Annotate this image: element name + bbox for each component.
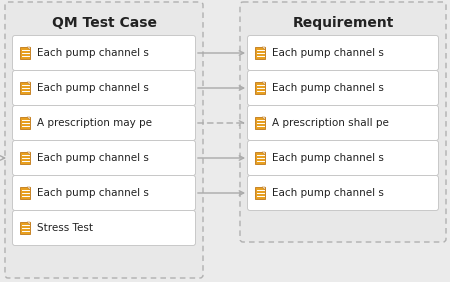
FancyBboxPatch shape bbox=[13, 210, 195, 246]
Text: Each pump channel s: Each pump channel s bbox=[37, 188, 149, 198]
Polygon shape bbox=[262, 47, 265, 50]
FancyBboxPatch shape bbox=[13, 175, 195, 210]
FancyBboxPatch shape bbox=[255, 152, 265, 164]
FancyBboxPatch shape bbox=[20, 117, 30, 129]
Polygon shape bbox=[262, 117, 265, 120]
FancyBboxPatch shape bbox=[5, 2, 203, 278]
Text: A prescription may pe: A prescription may pe bbox=[37, 118, 152, 128]
FancyBboxPatch shape bbox=[255, 187, 265, 199]
FancyBboxPatch shape bbox=[255, 82, 265, 94]
FancyBboxPatch shape bbox=[13, 105, 195, 140]
Polygon shape bbox=[27, 47, 30, 50]
Text: Each pump channel s: Each pump channel s bbox=[37, 48, 149, 58]
Text: Each pump channel s: Each pump channel s bbox=[272, 153, 384, 163]
FancyBboxPatch shape bbox=[13, 70, 195, 105]
FancyBboxPatch shape bbox=[248, 140, 438, 175]
FancyBboxPatch shape bbox=[20, 222, 30, 234]
Text: Each pump channel s: Each pump channel s bbox=[37, 153, 149, 163]
FancyBboxPatch shape bbox=[248, 105, 438, 140]
FancyBboxPatch shape bbox=[240, 2, 446, 242]
Polygon shape bbox=[262, 152, 265, 155]
FancyBboxPatch shape bbox=[13, 140, 195, 175]
Text: Stress Test: Stress Test bbox=[37, 223, 93, 233]
Polygon shape bbox=[27, 187, 30, 190]
Text: Requirement: Requirement bbox=[292, 16, 394, 30]
Text: Each pump channel s: Each pump channel s bbox=[272, 83, 384, 93]
Text: Each pump channel s: Each pump channel s bbox=[272, 48, 384, 58]
Polygon shape bbox=[27, 222, 30, 225]
FancyBboxPatch shape bbox=[255, 117, 265, 129]
Polygon shape bbox=[27, 152, 30, 155]
Polygon shape bbox=[27, 117, 30, 120]
FancyBboxPatch shape bbox=[248, 70, 438, 105]
Text: A prescription shall pe: A prescription shall pe bbox=[272, 118, 389, 128]
Text: Each pump channel s: Each pump channel s bbox=[37, 83, 149, 93]
Polygon shape bbox=[262, 82, 265, 85]
FancyBboxPatch shape bbox=[255, 47, 265, 59]
Text: QM Test Case: QM Test Case bbox=[51, 16, 157, 30]
FancyBboxPatch shape bbox=[20, 47, 30, 59]
FancyBboxPatch shape bbox=[248, 175, 438, 210]
FancyBboxPatch shape bbox=[20, 187, 30, 199]
Polygon shape bbox=[27, 82, 30, 85]
FancyBboxPatch shape bbox=[20, 152, 30, 164]
Polygon shape bbox=[262, 187, 265, 190]
FancyBboxPatch shape bbox=[248, 36, 438, 70]
FancyBboxPatch shape bbox=[13, 36, 195, 70]
FancyBboxPatch shape bbox=[20, 82, 30, 94]
Text: Each pump channel s: Each pump channel s bbox=[272, 188, 384, 198]
